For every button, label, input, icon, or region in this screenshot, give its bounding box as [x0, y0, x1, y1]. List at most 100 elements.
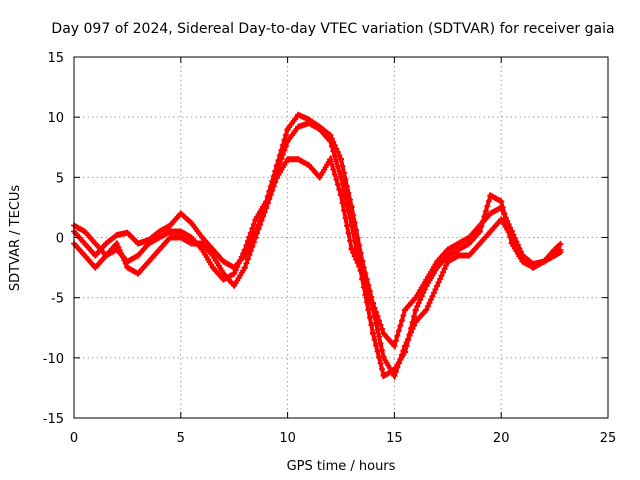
data-point [336, 168, 343, 175]
data-point [501, 211, 508, 218]
data-point [400, 312, 407, 319]
data-point [272, 168, 279, 175]
data-point [350, 249, 357, 256]
data-point [432, 286, 439, 293]
x-tick-label: 0 [70, 431, 78, 446]
data-point [232, 267, 239, 274]
data-point [377, 360, 384, 367]
data-point [348, 204, 355, 211]
data-point [360, 264, 367, 271]
data-point [397, 322, 404, 329]
data-point [406, 332, 413, 339]
data-point [353, 256, 360, 263]
data-point [333, 158, 340, 165]
data-point [418, 293, 425, 300]
data-point [405, 336, 412, 343]
data-point [330, 138, 337, 145]
data-point [328, 161, 335, 168]
data-point [243, 242, 250, 249]
data-point [411, 313, 418, 320]
data-point [270, 183, 277, 190]
data-point [498, 198, 505, 205]
data-point [247, 229, 254, 236]
data-point [340, 207, 347, 214]
data-point [437, 275, 444, 282]
data-point [345, 189, 352, 196]
y-tick-label: 0 [56, 232, 64, 247]
data-point [250, 239, 257, 246]
data-point [359, 258, 366, 265]
data-point [331, 153, 338, 160]
data-point [443, 262, 450, 269]
data-point [327, 156, 334, 163]
data-point [339, 163, 346, 170]
data-point [252, 234, 259, 241]
data-point [267, 191, 274, 198]
data-point [116, 247, 123, 254]
x-tick-label: 15 [386, 431, 403, 446]
data-point [343, 222, 350, 229]
data-point [370, 330, 377, 337]
data-point [327, 132, 334, 139]
data-point [415, 299, 422, 306]
data-point [374, 326, 381, 333]
data-point [395, 327, 402, 334]
x-tick-label: 5 [177, 431, 185, 446]
data-point [366, 295, 373, 302]
data-point [397, 356, 404, 363]
data-point [338, 156, 344, 163]
data-point [275, 157, 282, 164]
data-point [255, 226, 262, 233]
data-point [348, 246, 355, 253]
x-tick-label: 10 [279, 431, 296, 446]
data-point [370, 306, 377, 313]
data-point [394, 364, 401, 371]
data-point [417, 296, 424, 303]
data-point [557, 240, 564, 247]
data-point [356, 242, 363, 249]
data-point [376, 333, 383, 340]
data-point [440, 269, 447, 276]
data-point [374, 348, 381, 355]
data-point [402, 342, 409, 349]
data-point [235, 260, 242, 267]
data-point [119, 253, 126, 260]
data-point [414, 303, 421, 310]
data-point [408, 329, 415, 336]
data-point [345, 230, 352, 237]
data-point [261, 209, 268, 216]
data-point [373, 320, 380, 327]
data-point [371, 313, 378, 320]
data-point [557, 246, 564, 253]
data-point [330, 166, 337, 173]
y-tick-label: 5 [56, 171, 64, 186]
x-tick-label: 20 [493, 431, 510, 446]
data-point [429, 293, 436, 300]
data-point [113, 240, 120, 247]
data-point [254, 230, 261, 237]
data-point [281, 137, 288, 144]
data-point [394, 332, 401, 339]
data-point [482, 208, 489, 215]
data-point [263, 204, 270, 211]
data-point [333, 176, 340, 183]
data-point [353, 227, 360, 234]
data-point [484, 203, 491, 210]
data-point [272, 179, 279, 186]
data-point [264, 200, 271, 207]
y-axis-label: SDTVAR / TECUs [8, 185, 23, 292]
data-point [350, 211, 357, 218]
data-point [247, 247, 254, 254]
data-point [368, 300, 375, 307]
data-point [122, 260, 129, 267]
data-point [359, 270, 366, 277]
data-point [395, 360, 402, 367]
data-point [379, 347, 386, 354]
data-point [249, 225, 256, 232]
data-point [363, 285, 370, 292]
data-point [360, 275, 367, 282]
data-point [362, 280, 369, 287]
data-point [377, 321, 384, 328]
data-point [498, 204, 505, 211]
